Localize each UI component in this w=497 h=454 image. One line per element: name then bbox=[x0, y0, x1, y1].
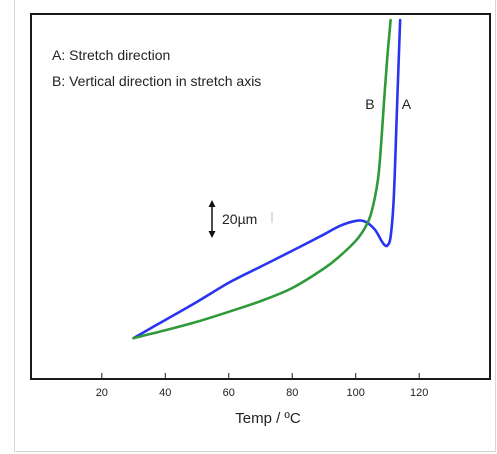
x-tick-label-100: 100 bbox=[347, 387, 365, 399]
scale-bar-down-arrow-icon bbox=[208, 231, 216, 238]
curve-label-b: B bbox=[365, 96, 374, 112]
series-line-b bbox=[132, 18, 392, 340]
x-axis-title: Temp / ºC bbox=[235, 410, 301, 427]
x-tick-label-60: 60 bbox=[223, 387, 235, 399]
plot-area-frame bbox=[30, 13, 491, 380]
scale-bar-label: 20µm bbox=[222, 211, 257, 227]
legend-line-b: B: Vertical direction in stretch axis bbox=[52, 73, 261, 89]
x-axis-ticks: 20 40 60 80 100 120 bbox=[96, 373, 428, 399]
scale-bar: 20µm bbox=[208, 200, 273, 238]
scale-bar-up-arrow-icon bbox=[208, 200, 216, 207]
series-layer bbox=[132, 18, 402, 340]
x-tick-label-120: 120 bbox=[410, 387, 428, 399]
x-tick-label-20: 20 bbox=[96, 387, 108, 399]
legend-line-a: A: Stretch direction bbox=[52, 47, 170, 63]
figure-frame bbox=[14, 0, 496, 452]
curve-label-a: A bbox=[402, 96, 412, 112]
series-line-a bbox=[132, 18, 402, 340]
x-tick-label-80: 80 bbox=[286, 387, 298, 399]
x-tick-label-40: 40 bbox=[159, 387, 171, 399]
